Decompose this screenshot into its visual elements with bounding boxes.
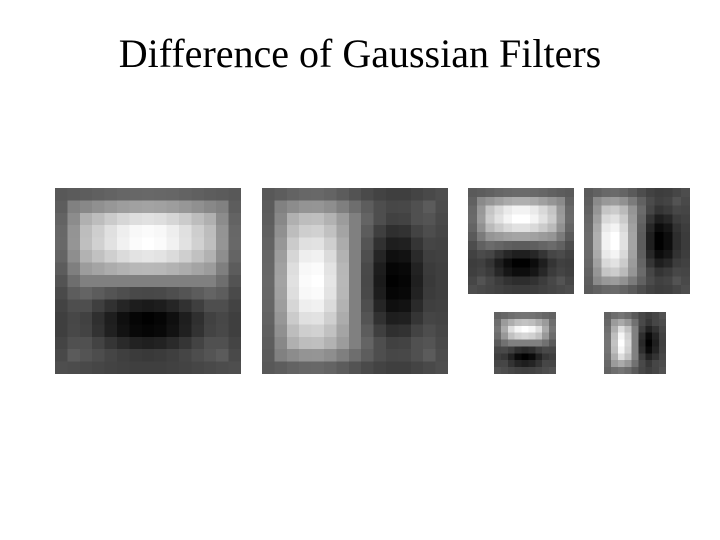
filter-canvas: [494, 312, 556, 374]
filter-medium-vertical-dog: [584, 188, 690, 294]
filter-medium-horizontal-dog: [468, 188, 574, 294]
filter-small-vertical-dog: [604, 312, 666, 374]
filter-large-horizontal-dog: [55, 188, 241, 374]
slide: Difference of Gaussian Filters: [0, 0, 720, 540]
filter-canvas: [468, 188, 574, 294]
filter-canvas: [262, 188, 448, 374]
slide-title: Difference of Gaussian Filters: [0, 30, 720, 77]
filter-large-vertical-dog: [262, 188, 448, 374]
filter-canvas: [55, 188, 241, 374]
filter-canvas: [604, 312, 666, 374]
filter-small-horizontal-dog: [494, 312, 556, 374]
filter-canvas: [584, 188, 690, 294]
